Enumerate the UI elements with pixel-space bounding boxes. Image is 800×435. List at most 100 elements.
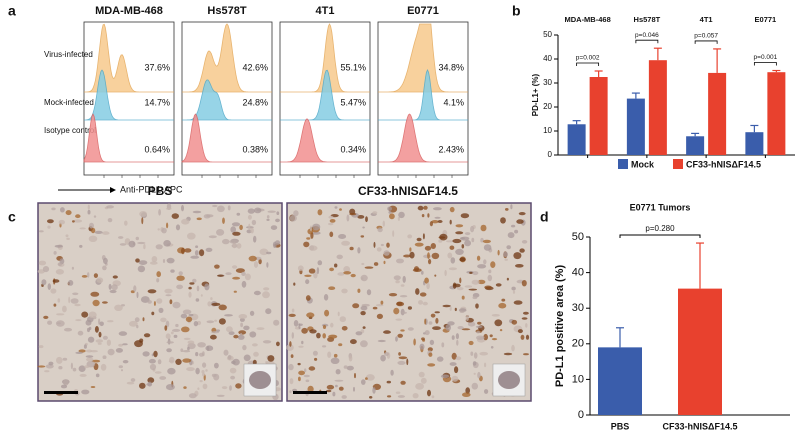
tissue-spot bbox=[73, 219, 83, 223]
row-label: Mock-infected bbox=[44, 98, 94, 107]
tissue-spot bbox=[56, 356, 63, 364]
tissue-spot bbox=[155, 244, 163, 250]
tissue-spot bbox=[99, 321, 104, 327]
tissue-spot bbox=[456, 339, 459, 346]
tissue-spot bbox=[37, 365, 46, 368]
tissue-spot bbox=[122, 343, 128, 346]
tissue-spot bbox=[118, 236, 124, 239]
tissue-spot bbox=[85, 349, 93, 353]
y-tick-label: 30 bbox=[543, 78, 552, 87]
tissue-spot bbox=[440, 374, 450, 379]
tissue-spot bbox=[397, 360, 406, 365]
sample-title: MDA-MB-468 bbox=[95, 5, 163, 17]
tissue-spot bbox=[377, 339, 386, 343]
tissue-spot bbox=[166, 341, 174, 344]
tissue-spot bbox=[90, 227, 96, 234]
tissue-spot bbox=[456, 287, 464, 291]
tissue-spot bbox=[188, 286, 192, 290]
tissue-spot bbox=[383, 330, 391, 334]
tissue-spot bbox=[187, 340, 195, 345]
tissue-spot bbox=[386, 380, 391, 384]
tissue-spot bbox=[137, 241, 146, 245]
tissue-spot bbox=[276, 341, 280, 347]
tissue-spot bbox=[196, 285, 200, 292]
tissue-spot bbox=[207, 301, 212, 307]
x-tick-label: PBS bbox=[611, 421, 630, 431]
tissue-spot bbox=[517, 329, 523, 334]
tissue-spot bbox=[153, 350, 158, 358]
tissue-spot bbox=[150, 261, 158, 265]
tissue-spot bbox=[407, 327, 414, 331]
tissue-spot bbox=[519, 248, 525, 253]
histogram bbox=[280, 118, 370, 163]
tissue-spot bbox=[199, 249, 205, 257]
tissue-spot bbox=[471, 382, 478, 390]
tissue-spot bbox=[489, 334, 493, 338]
tissue-spot bbox=[226, 326, 233, 333]
image-title: PBS bbox=[148, 184, 173, 198]
flow-box bbox=[279, 21, 371, 176]
tissue-spot bbox=[201, 370, 205, 374]
tissue-spot bbox=[189, 282, 195, 285]
tissue-spot bbox=[338, 234, 347, 239]
tissue-spot bbox=[395, 336, 398, 342]
tissue-spot bbox=[309, 225, 313, 232]
tissue-spot bbox=[102, 231, 110, 235]
tissue-spot bbox=[86, 357, 94, 362]
tissue-spot bbox=[291, 308, 295, 313]
tissue-spot bbox=[506, 277, 509, 281]
tissue-spot bbox=[430, 243, 436, 249]
tissue-spot bbox=[329, 219, 336, 223]
tissue-spot bbox=[421, 270, 424, 275]
tissue-spot bbox=[449, 206, 455, 213]
tissue-spot bbox=[70, 362, 73, 370]
tissue-spot bbox=[523, 353, 529, 356]
tissue-spot bbox=[77, 330, 84, 336]
tissue-spot bbox=[497, 249, 500, 256]
percent-label: 5.47% bbox=[340, 97, 366, 107]
tissue-spot bbox=[68, 296, 71, 304]
tissue-spot bbox=[232, 231, 241, 236]
tissue-spot bbox=[322, 333, 327, 339]
tissue-spot bbox=[511, 286, 516, 291]
tissue-spot bbox=[56, 313, 65, 316]
tissue-spot bbox=[305, 295, 311, 301]
tissue-spot bbox=[506, 245, 512, 250]
tissue-spot bbox=[74, 303, 81, 307]
tissue-spot bbox=[477, 264, 487, 269]
tissue-spot bbox=[503, 352, 513, 356]
percent-label: 37.6% bbox=[144, 62, 170, 72]
tissue-spot bbox=[297, 362, 301, 366]
bar bbox=[686, 136, 705, 155]
tissue-spot bbox=[398, 211, 405, 219]
tissue-spot bbox=[326, 389, 332, 393]
tissue-spot bbox=[360, 235, 365, 238]
tissue-spot bbox=[139, 382, 146, 389]
tissue-spot bbox=[142, 351, 150, 357]
tissue-spot bbox=[445, 240, 454, 243]
tissue-spot bbox=[459, 257, 466, 262]
scale-bar bbox=[44, 391, 78, 394]
tissue-spot bbox=[106, 205, 114, 209]
tissue-spot bbox=[223, 349, 229, 356]
tissue-spot bbox=[349, 246, 354, 251]
p-value: p=0.002 bbox=[576, 55, 600, 62]
tissue-spot bbox=[308, 245, 318, 251]
tissue-spot bbox=[235, 268, 245, 273]
tissue-spot bbox=[169, 356, 175, 364]
tissue-spot bbox=[387, 395, 392, 398]
tissue-spot bbox=[205, 247, 213, 252]
y-tick-label: 10 bbox=[572, 373, 584, 385]
tissue-spot bbox=[419, 292, 427, 297]
tissue-spot bbox=[459, 277, 462, 284]
tissue-spot bbox=[298, 370, 305, 376]
tissue-spot bbox=[176, 284, 184, 290]
tissue-spot bbox=[75, 214, 81, 219]
tissue-spot bbox=[412, 268, 422, 272]
tissue-spot bbox=[289, 214, 297, 222]
tissue-spot bbox=[41, 279, 47, 286]
tissue-spot bbox=[306, 312, 315, 318]
tissue-spot bbox=[109, 289, 117, 294]
tissue-spot bbox=[229, 239, 239, 244]
tissue-spot bbox=[55, 320, 65, 327]
